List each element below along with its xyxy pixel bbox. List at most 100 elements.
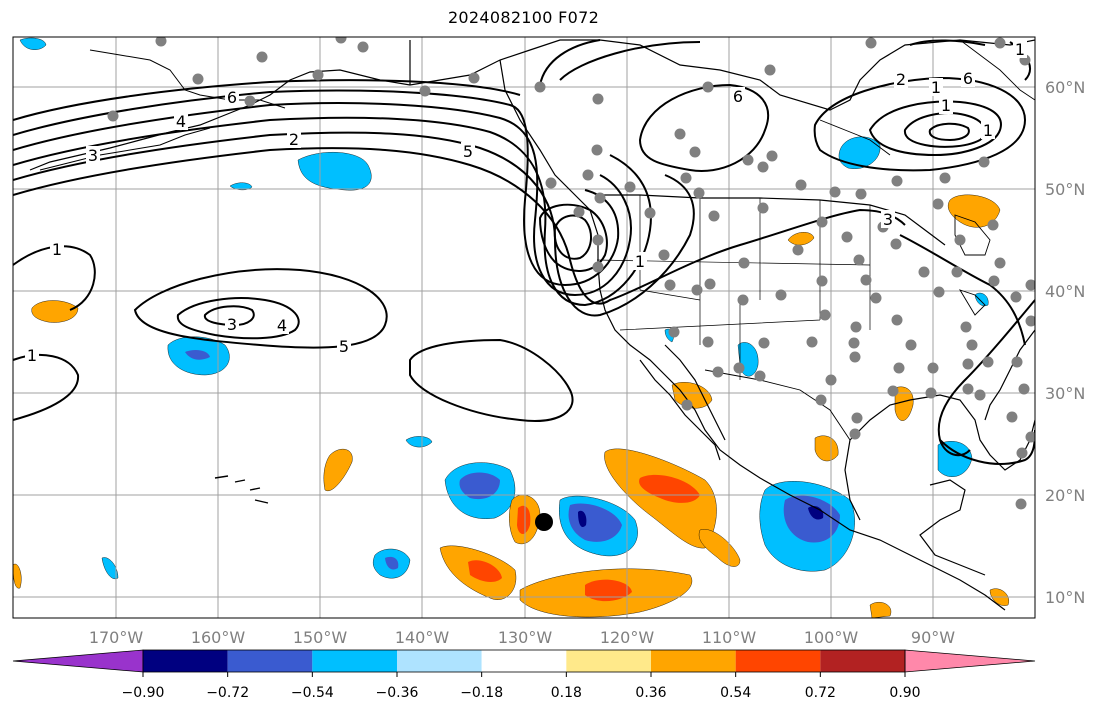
station-dot [855, 188, 867, 200]
contour-label: 5 [339, 337, 349, 356]
lon-label: 100°W [804, 628, 859, 647]
contour-label: 1 [1015, 40, 1025, 59]
station-dot [982, 356, 994, 368]
lat-label: 20°N [1045, 486, 1085, 505]
contour-label: 4 [277, 316, 287, 335]
station-dot [1025, 315, 1035, 327]
lon-label: 170°W [89, 628, 144, 647]
contour-label: 1 [983, 121, 993, 140]
map-title: 2024082100 F072 [447, 8, 600, 27]
contour-label: 4 [176, 112, 186, 131]
latitude-labels: 60°N 50°N 40°N 30°N 20°N 10°N [1045, 78, 1085, 607]
station-dot [825, 374, 837, 386]
station-dot [1016, 447, 1028, 459]
contour-label: 5 [463, 142, 473, 161]
contour-label-bg [1013, 40, 1027, 58]
station-dot [865, 37, 877, 49]
station-dot [848, 337, 860, 349]
station-dot [887, 385, 899, 397]
contour-label: 3 [883, 210, 893, 229]
station-dot [1010, 291, 1022, 303]
lon-label: 120°W [600, 628, 655, 647]
station-dot [733, 362, 745, 374]
colorbar-swatch [735, 650, 821, 672]
colorbar-swatch [481, 650, 567, 672]
colorbar-outline [142, 649, 906, 673]
station-dot [795, 179, 807, 191]
station-dot [704, 278, 716, 290]
anomaly-blob [468, 560, 502, 582]
station-dot [851, 412, 863, 424]
contour-label-bg [287, 130, 301, 148]
station-dot [766, 150, 778, 162]
contour-label: 1 [931, 78, 941, 97]
station-dot [987, 219, 999, 231]
station-dot [256, 51, 268, 63]
contour-label: 1 [27, 346, 37, 365]
contour-label-bg [86, 146, 100, 164]
station-dot [244, 95, 256, 107]
contour-label-bg [731, 87, 745, 105]
station-dot [925, 387, 937, 399]
station-dot [853, 254, 865, 266]
station-dot [693, 187, 705, 199]
anomaly-blob [101, 557, 119, 580]
station-dot [939, 172, 951, 184]
station-dot [829, 186, 841, 198]
station-dot [1025, 279, 1035, 291]
colorbar-swatch [566, 650, 651, 672]
station-dot [712, 366, 724, 378]
colorbar-extend-low [12, 649, 144, 673]
station-dot [691, 284, 703, 296]
station-dot [668, 326, 680, 338]
station-dot [758, 337, 770, 349]
colorbar-tick-label: −0.36 [376, 685, 419, 701]
colorbar-extend-high [904, 649, 1036, 673]
anomaly-blob [698, 529, 741, 567]
station-dot [806, 336, 818, 348]
station-dot [891, 175, 903, 187]
contour-label-bg [25, 346, 39, 364]
colorbar: −0.90 −0.72 −0.54 −0.36 −0.18 0.18 0.36 0.54 0.7… [12, 649, 1036, 701]
station-dot [107, 110, 119, 122]
station-dot [890, 238, 902, 250]
station-dot [592, 261, 604, 273]
station-dot [737, 294, 749, 306]
colorbar-swatch [312, 650, 397, 672]
contour-label-bg [881, 210, 895, 228]
station-dot [960, 321, 972, 333]
station-dot [419, 85, 431, 97]
station-dot [644, 207, 656, 219]
colorbar-tick-label: 0.54 [720, 685, 751, 701]
station-dot [849, 428, 861, 440]
station-dot [592, 93, 604, 105]
colorbar-tick-label: 0.18 [551, 685, 582, 701]
station-dot [573, 206, 585, 218]
station-dot [974, 389, 986, 401]
contour-label-bg [929, 78, 943, 96]
station-dot [357, 41, 369, 53]
station-dot [664, 279, 676, 291]
station-dot [312, 69, 324, 81]
station-dot [893, 362, 905, 374]
anomaly-blob [459, 472, 500, 500]
station-dot [933, 286, 945, 298]
colorbar-tick-label: −0.18 [460, 685, 503, 701]
anomaly-blob [604, 448, 717, 549]
station-dot [1006, 411, 1018, 423]
anomaly-blob [838, 136, 881, 169]
station-dot [680, 172, 692, 184]
station-dot [978, 156, 990, 168]
contour-label-bg [633, 252, 647, 270]
contour-label-bg [961, 69, 975, 87]
station-dot [738, 257, 750, 269]
station-dot [962, 383, 974, 395]
colorbar-tick-label: 0.72 [805, 685, 836, 701]
station-dot [792, 244, 804, 256]
station-dot [757, 202, 769, 214]
anomaly-blob [517, 505, 531, 535]
station-dot [702, 336, 714, 348]
station-dot [849, 351, 861, 363]
station-dot [192, 73, 204, 85]
